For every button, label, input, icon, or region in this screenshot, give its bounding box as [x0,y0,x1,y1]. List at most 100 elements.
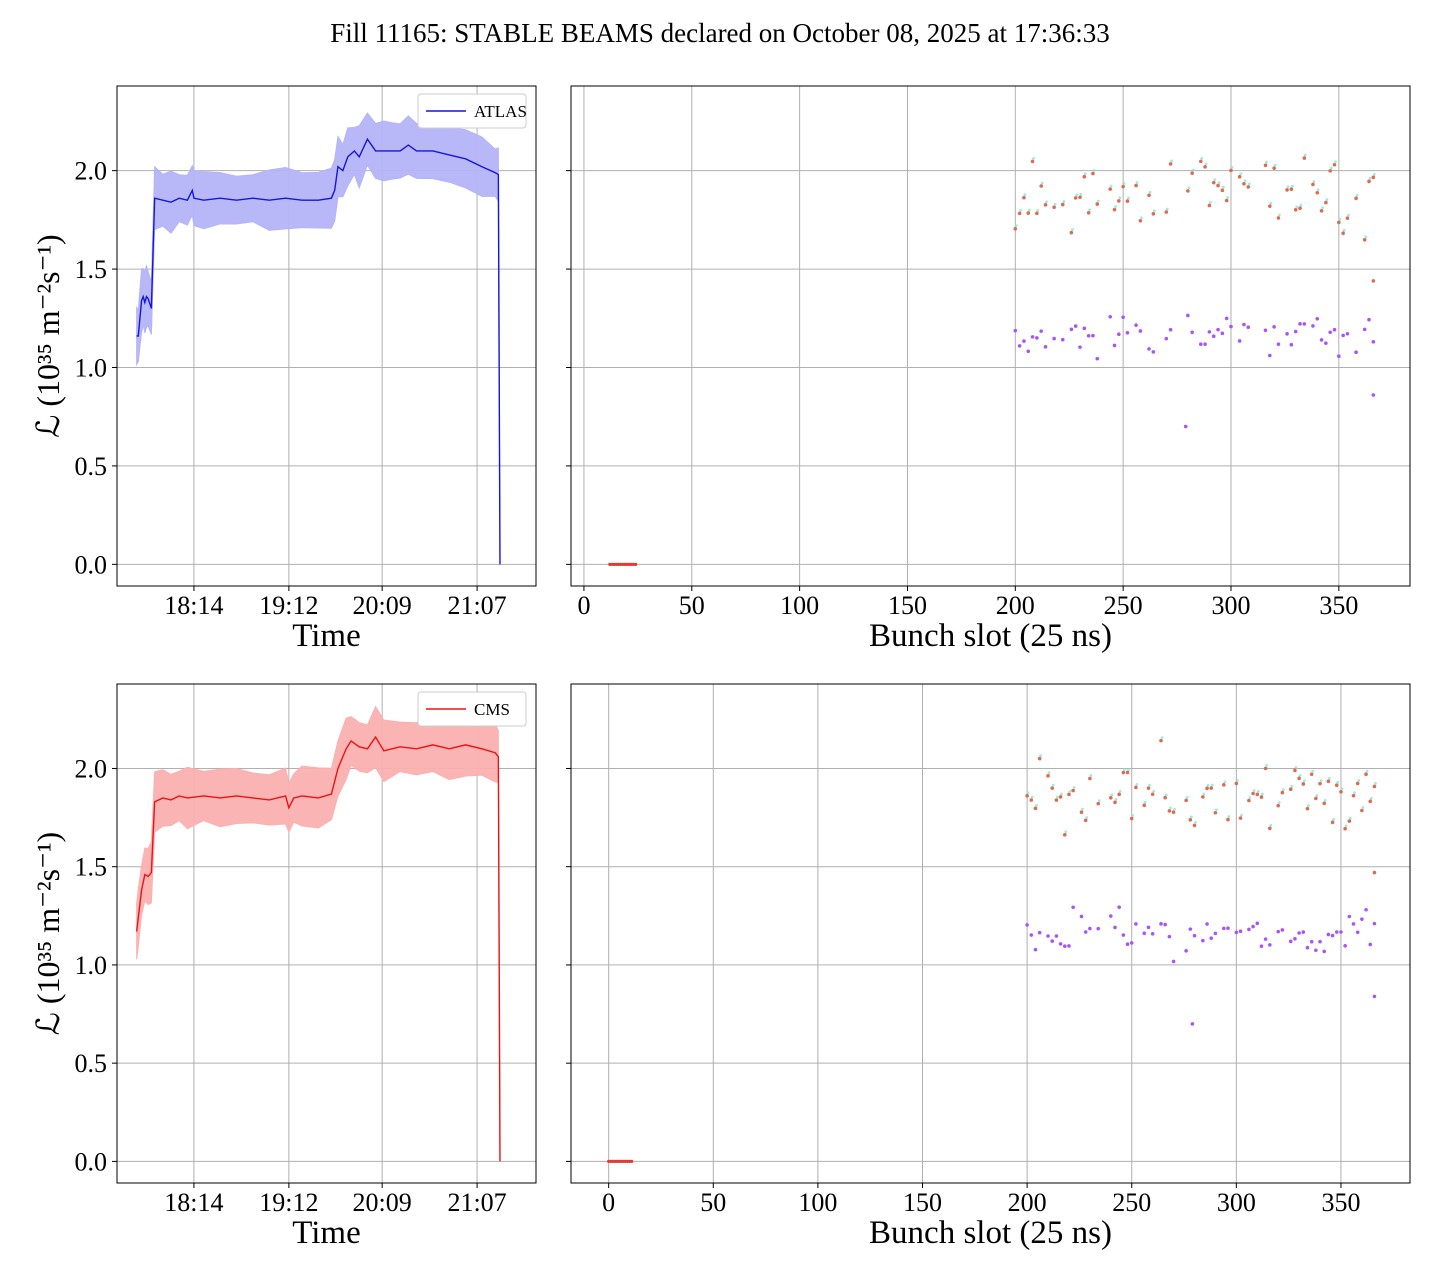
cms_bunch-ref-point [1030,795,1034,799]
cms_bunch-upper-point [1129,816,1134,821]
cms_bunch-lower-point [1351,922,1356,926]
cms_bunch-lower-point [1167,934,1172,939]
cms_bunch-ref-point [1148,783,1151,787]
cms_bunch-upper-point [1188,818,1193,822]
cms_bunch-lower-point [1037,930,1042,935]
atlas_bunch-upper-point [1121,184,1125,189]
cms_bunch-lower-point [1109,914,1113,918]
cms_bunch-upper-point [1213,810,1218,815]
atlas_bunch-upper-point [1039,184,1043,188]
atlas_bunch-upper-point [1186,189,1190,193]
cms_bunch-upper-point [1334,783,1339,788]
atlas_bunch-lower-point [1207,330,1212,334]
cms_bunch-ref-point [1122,768,1126,771]
cms_bunch-ref-point [1240,813,1243,817]
atlas_bunch-upper-point [1224,198,1229,203]
cms_time-ytick-label: 1.5 [75,853,108,882]
atlas_bunch-ref-point [1239,172,1243,176]
atlas_bunch-lower-point [1117,332,1121,337]
atlas_bunch-ref-point [1299,203,1303,207]
cms_bunch-lower-point [1025,923,1029,927]
atlas_bunch-lower-point [1151,350,1156,354]
cms_bunch-ref-point [1365,769,1369,773]
cms_bunch-lower-point [1318,939,1322,944]
cms_bunch-lower-point [1355,930,1360,935]
atlas_time-xtick-label: 19:12 [259,591,318,620]
atlas_bunch-ref-point [1329,166,1333,170]
cms_bunch-lower-point [1050,939,1055,943]
cms_bunch-outlier-point [1372,994,1377,999]
cms_bunch-upper-point [1343,826,1347,831]
atlas_bunch-ref-point [1321,206,1324,210]
atlas_bunch-ref-point [1096,199,1100,203]
cms_bunch-upper-point [1150,792,1155,797]
cms_bunch-upper-point [1318,781,1322,786]
cms_bunch-upper-point [1268,826,1272,831]
atlas_bunch-upper-point [1242,181,1246,186]
atlas_bunch-ref-point [1075,193,1079,197]
cms_bunch-lower-point [1368,942,1373,947]
cms_bunch-ref-point [1298,773,1302,777]
cms_bunch-upper-point [1067,792,1071,797]
atlas_bunch-upper-point [1268,204,1272,208]
atlas_bunch-lower-point [1086,333,1091,338]
atlas_bunch-xtick-label: 0 [577,591,590,620]
atlas_bunch-ref-point [1045,200,1048,204]
atlas_bunch-upper-point [1337,220,1341,225]
atlas_bunch-upper-point [1013,227,1018,231]
atlas_bunch-lower-point [1026,349,1031,354]
atlas_time-legend-label: ATLAS [474,102,527,121]
atlas_bunch-lower-point [1030,335,1035,339]
cms_bunch-upper-point [1033,806,1038,811]
atlas_bunch-ref-point [1079,192,1083,196]
atlas_bunch-ref-point [1139,216,1143,220]
atlas_bunch-lower-point [1052,336,1056,341]
cms_bunch-lower-point [1259,944,1264,948]
atlas_bunch-lower-point [1121,315,1125,320]
cms_bunch-xtick-label: 0 [602,1188,615,1217]
cms_bunch-lower-point [1171,959,1176,964]
atlas_bunch-ref-point [1312,180,1316,183]
atlas_bunch-outlier-point [1371,393,1376,397]
cms_bunch-upper-point [1117,792,1121,797]
atlas_bunch-lower-point [1078,345,1082,349]
cms_bunch-lower-point [1360,917,1364,921]
cms_bunch-lower-point [1339,930,1343,934]
atlas_time-ytick-label: 0.0 [75,550,108,579]
atlas_bunch-lower-point [1328,330,1332,335]
atlas_bunch-lower-point [1293,329,1298,334]
atlas_bunch-lower-point [1211,334,1216,339]
atlas_bunch-ref-point [1204,162,1208,166]
atlas_bunch-upper-point [1078,195,1082,200]
atlas_bunch-xtick-label: 200 [996,591,1035,620]
atlas_bunch-ref-point [1070,228,1074,232]
atlas_bunch-lower-point [1022,339,1026,343]
cms_time-ytick-label: 0.0 [75,1147,108,1176]
cms_bunch-ref-point [1357,779,1361,782]
atlas_bunch-upper-point [1345,216,1350,220]
cms_time-xtick-label: 21:07 [447,1188,506,1217]
cms_bunch-upper-point [1159,738,1163,743]
cms_bunch-lower-point [1334,930,1339,934]
atlas_bunch-lower-point [1224,316,1229,321]
atlas_bunch-frame [570,85,1411,587]
cms_bunch-ref-point [1085,815,1089,819]
cms_bunch-xtick-label: 350 [1321,1188,1360,1217]
cms_bunch-ref-point [1164,793,1168,797]
cms_bunch-lower-point [1121,933,1126,937]
atlas_bunch-upper-point [1229,168,1233,173]
cms_bunch-upper-point [1171,810,1176,815]
atlas_bunch-lower-point [1332,327,1337,332]
cms_bunch-lower-point [1221,926,1226,931]
atlas_bunch-upper-point [1117,199,1121,203]
cms_bunch-lower-point [1134,922,1138,926]
atlas_time-series-line [136,137,501,565]
cms_bunch-ref-point [1081,807,1084,811]
cms_bunch-lower-point [1251,924,1255,929]
atlas_bunch-lower-point [1112,343,1117,348]
atlas_time-legend [417,93,527,129]
atlas_bunch-ref-point [1372,172,1376,176]
cms_bunch-ref-point [1026,791,1030,795]
atlas_bunch-ref-point [1114,205,1117,209]
cms_bunch-ref-point [1361,806,1365,809]
